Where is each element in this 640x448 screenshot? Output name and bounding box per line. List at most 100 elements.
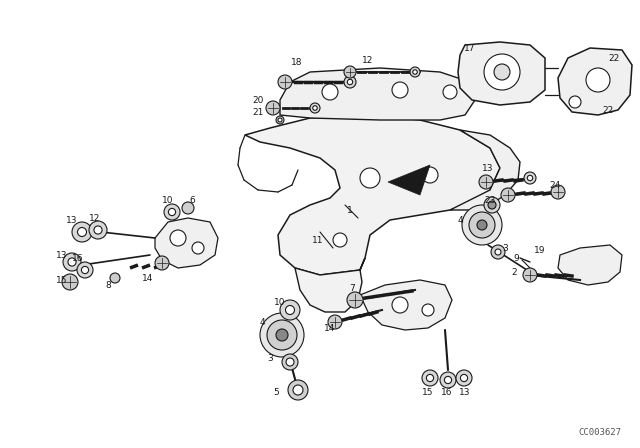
Text: 22: 22 xyxy=(609,53,620,63)
Polygon shape xyxy=(450,130,520,210)
Circle shape xyxy=(344,66,356,78)
Circle shape xyxy=(460,375,468,382)
Text: 13: 13 xyxy=(67,215,77,224)
Text: 22: 22 xyxy=(602,105,614,115)
Text: 18: 18 xyxy=(291,57,303,66)
Circle shape xyxy=(267,320,297,350)
Text: 11: 11 xyxy=(312,236,324,245)
Circle shape xyxy=(392,82,408,98)
Circle shape xyxy=(328,315,342,329)
Polygon shape xyxy=(458,42,545,105)
Text: 12: 12 xyxy=(362,56,374,65)
Circle shape xyxy=(479,175,493,189)
Circle shape xyxy=(260,313,304,357)
Circle shape xyxy=(462,205,502,245)
Circle shape xyxy=(310,103,320,113)
Circle shape xyxy=(280,300,300,320)
Circle shape xyxy=(278,118,282,122)
Circle shape xyxy=(360,168,380,188)
Circle shape xyxy=(81,267,88,274)
Circle shape xyxy=(286,358,294,366)
Circle shape xyxy=(89,221,107,239)
Circle shape xyxy=(164,204,180,220)
Text: 2: 2 xyxy=(511,267,517,276)
Circle shape xyxy=(282,354,298,370)
Text: 20: 20 xyxy=(252,95,264,104)
Circle shape xyxy=(276,116,284,124)
Circle shape xyxy=(524,172,536,184)
Text: 10: 10 xyxy=(275,297,285,306)
Circle shape xyxy=(182,202,194,214)
Circle shape xyxy=(410,67,420,77)
Circle shape xyxy=(322,84,338,100)
Text: 4: 4 xyxy=(457,215,463,224)
Circle shape xyxy=(168,208,175,215)
Circle shape xyxy=(68,258,76,266)
Text: 23: 23 xyxy=(484,195,496,204)
Text: 15: 15 xyxy=(56,276,68,284)
Text: 14: 14 xyxy=(324,323,336,332)
Polygon shape xyxy=(245,115,500,275)
Circle shape xyxy=(278,75,292,89)
Circle shape xyxy=(440,372,456,388)
Circle shape xyxy=(491,245,505,259)
Circle shape xyxy=(488,201,496,209)
Circle shape xyxy=(313,106,317,110)
Circle shape xyxy=(333,233,347,247)
Circle shape xyxy=(285,306,294,314)
Circle shape xyxy=(456,370,472,386)
Circle shape xyxy=(484,54,520,90)
Text: 13: 13 xyxy=(460,388,471,396)
Circle shape xyxy=(551,185,565,199)
Circle shape xyxy=(422,370,438,386)
Circle shape xyxy=(266,101,280,115)
Text: 5: 5 xyxy=(273,388,279,396)
Polygon shape xyxy=(155,218,218,268)
Polygon shape xyxy=(558,245,622,285)
Polygon shape xyxy=(295,258,365,312)
Text: 15: 15 xyxy=(422,388,434,396)
Text: 24: 24 xyxy=(549,181,561,190)
Circle shape xyxy=(344,76,356,88)
Text: 6: 6 xyxy=(189,195,195,204)
Text: 19: 19 xyxy=(534,246,546,254)
Text: 3: 3 xyxy=(502,244,508,253)
Circle shape xyxy=(477,220,487,230)
Text: 4: 4 xyxy=(259,318,265,327)
Circle shape xyxy=(63,253,81,271)
Circle shape xyxy=(495,249,501,255)
Text: 12: 12 xyxy=(90,214,100,223)
Text: CC003627: CC003627 xyxy=(578,427,621,436)
Circle shape xyxy=(443,85,457,99)
Circle shape xyxy=(192,242,204,254)
Circle shape xyxy=(527,175,532,181)
Circle shape xyxy=(77,228,86,237)
Text: 3: 3 xyxy=(267,353,273,362)
Text: 14: 14 xyxy=(142,273,154,283)
Circle shape xyxy=(422,304,434,316)
Text: 16: 16 xyxy=(441,388,452,396)
Text: 1: 1 xyxy=(347,206,353,215)
Circle shape xyxy=(72,222,92,242)
Text: 13: 13 xyxy=(483,164,493,172)
Circle shape xyxy=(110,273,120,283)
Circle shape xyxy=(426,375,434,382)
Circle shape xyxy=(422,167,438,183)
Text: 16: 16 xyxy=(72,254,84,263)
Circle shape xyxy=(288,380,308,400)
Circle shape xyxy=(77,262,93,278)
Circle shape xyxy=(586,68,610,92)
Circle shape xyxy=(569,96,581,108)
Circle shape xyxy=(488,202,495,209)
Text: 13: 13 xyxy=(56,250,68,259)
Circle shape xyxy=(523,268,537,282)
Circle shape xyxy=(484,197,500,213)
Polygon shape xyxy=(360,280,452,330)
Circle shape xyxy=(293,385,303,395)
Polygon shape xyxy=(388,165,430,195)
Text: 8: 8 xyxy=(105,280,111,289)
Text: 10: 10 xyxy=(163,195,173,204)
Circle shape xyxy=(276,329,288,341)
Circle shape xyxy=(170,230,186,246)
Circle shape xyxy=(94,226,102,234)
